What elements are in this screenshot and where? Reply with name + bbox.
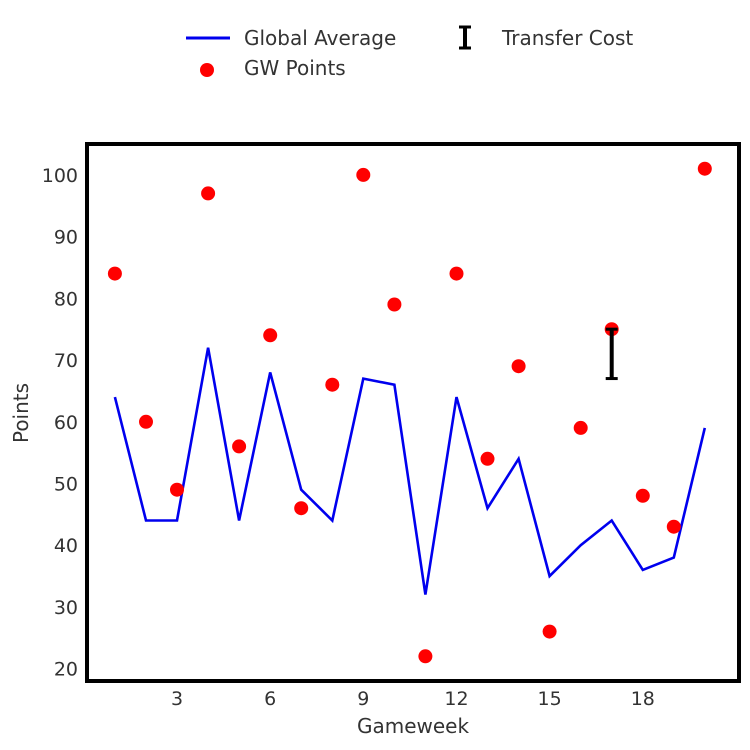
y-tick-label-70: 70 (54, 350, 78, 372)
legend-swatch-transfer-cost (459, 25, 471, 50)
y-tick-label-40: 40 (54, 535, 78, 557)
gw-points-point-20 (697, 161, 712, 176)
gw-points-point-10 (387, 297, 402, 312)
transfer-cost-bar-17 (605, 327, 618, 381)
x-tick-label-18: 18 (631, 688, 655, 710)
legend-swatch-gw-points (200, 63, 214, 77)
y-axis-title: Points (9, 383, 33, 443)
gw-points-point-19 (666, 519, 681, 534)
gw-points-point-8 (325, 377, 340, 392)
legend-label-transfer-cost: Transfer Cost (501, 26, 633, 50)
gw-points-point-5 (232, 439, 247, 454)
y-axis: 20 30 40 50 60 70 80 90 100 (42, 165, 78, 681)
gw-points-point-11 (418, 649, 433, 664)
gw-points-point-12 (449, 266, 464, 281)
x-axis: 3 6 9 12 15 18 (171, 688, 655, 710)
gw-points-point-3 (170, 482, 184, 497)
x-tick-label-15: 15 (538, 688, 562, 710)
gw-points-point-2 (139, 414, 153, 429)
gw-points-point-13 (480, 451, 495, 466)
x-tick-label-9: 9 (357, 688, 369, 710)
x-tick-label-6: 6 (264, 688, 276, 710)
x-axis-title: Gameweek (357, 714, 470, 738)
y-tick-label-100: 100 (42, 165, 78, 187)
gw-points-point-1 (107, 266, 122, 281)
gw-points-point-6 (263, 328, 278, 343)
gw-points-point-7 (294, 501, 309, 516)
y-tick-label-50: 50 (54, 474, 78, 496)
legend-label-gw-points: GW Points (244, 56, 346, 80)
gw-points-point-16 (573, 420, 588, 435)
legend: Global Average GW Points Transfer Cost (186, 25, 633, 80)
gw-points-point-4 (201, 186, 216, 201)
plot-frame (85, 142, 741, 683)
x-tick-label-12: 12 (444, 688, 468, 710)
gw-points-point-14 (511, 359, 526, 374)
y-tick-label-90: 90 (54, 227, 78, 249)
y-tick-label-20: 20 (54, 659, 78, 681)
y-tick-label-30: 30 (54, 597, 78, 619)
gw-points-point-18 (635, 488, 650, 503)
y-tick-label-80: 80 (54, 288, 78, 310)
gw-points-point-15 (542, 624, 557, 639)
series-line-global-average (113, 347, 707, 595)
gw-points-point-9 (356, 167, 371, 182)
x-tick-label-3: 3 (171, 688, 183, 710)
legend-label-global-average: Global Average (244, 26, 396, 50)
y-tick-label-60: 60 (54, 412, 78, 434)
plot-area (107, 161, 712, 664)
